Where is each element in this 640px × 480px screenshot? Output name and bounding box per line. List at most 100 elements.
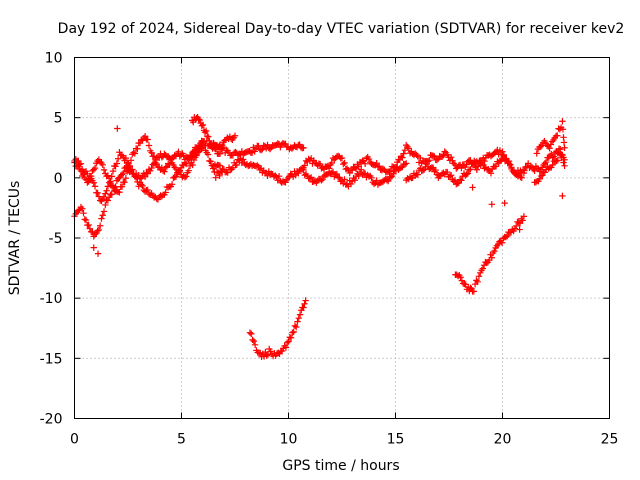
data-points (71, 113, 568, 360)
data-point (94, 189, 101, 197)
axes: 0 5 10 15 20 25 -20 -15 -10 -5 0 5 10 (40, 51, 619, 448)
data-point (95, 226, 103, 234)
data-point (166, 154, 173, 162)
x-tick-label: 5 (177, 432, 186, 448)
data-point (141, 133, 149, 140)
data-point (134, 145, 141, 152)
data-point (130, 149, 137, 156)
data-point (438, 153, 446, 160)
data-point (198, 122, 206, 129)
data-point (289, 329, 296, 336)
data-point (199, 138, 207, 145)
data-point (499, 148, 506, 155)
data-point (175, 148, 182, 155)
data-point (104, 197, 112, 204)
data-point (216, 162, 224, 169)
data-point (148, 149, 155, 156)
data-point (212, 174, 219, 181)
data-point (284, 339, 291, 346)
data-point (413, 151, 420, 159)
data-point (340, 160, 347, 168)
data-point (86, 225, 94, 232)
data-point (559, 126, 567, 133)
data-point (103, 187, 110, 194)
data-point (195, 115, 202, 123)
data-point (216, 172, 223, 180)
data-point (105, 179, 113, 186)
data-point (79, 205, 86, 212)
data-point (162, 164, 169, 171)
data-point (302, 297, 309, 304)
data-point (100, 208, 108, 215)
data-point (553, 157, 560, 165)
data-point (249, 336, 256, 343)
data-point (122, 154, 130, 162)
data-point (319, 175, 326, 183)
data-point (181, 159, 189, 167)
data-point (207, 158, 214, 165)
data-point (108, 191, 115, 198)
series-arc-7 (300, 160, 410, 190)
data-point (232, 148, 239, 156)
y-axis-label: SDTVAR / TECUs (7, 181, 23, 296)
data-point (76, 161, 83, 168)
data-point (254, 162, 261, 169)
data-point (557, 146, 564, 153)
data-point (549, 161, 556, 169)
data-point (300, 304, 307, 311)
data-point (109, 167, 117, 175)
data-point (554, 132, 561, 139)
data-point (561, 156, 568, 163)
data-point (255, 142, 262, 150)
data-point (114, 155, 122, 162)
data-point (318, 177, 325, 184)
data-point (98, 215, 105, 222)
data-point (361, 160, 369, 168)
y-tick-label: -15 (40, 351, 63, 367)
data-point (519, 217, 526, 224)
x-tick-label: 25 (601, 432, 619, 448)
data-point (505, 157, 513, 165)
data-point (376, 162, 383, 170)
data-point (414, 171, 421, 178)
data-point (144, 186, 151, 194)
data-point (441, 148, 448, 155)
data-point (251, 148, 258, 155)
series-arc-10 (452, 213, 528, 295)
data-point (122, 163, 130, 171)
data-point (516, 226, 523, 233)
data-point (507, 161, 514, 168)
data-point (458, 164, 465, 172)
data-point (100, 193, 108, 201)
data-point (162, 189, 169, 196)
data-point (198, 145, 205, 153)
data-point (447, 172, 455, 179)
gridlines (74, 57, 610, 419)
series-arc-3 (71, 143, 207, 205)
data-point (515, 219, 522, 226)
data-point (122, 174, 130, 182)
data-point (512, 222, 520, 230)
data-point (246, 329, 254, 336)
data-point (257, 146, 265, 154)
data-point (467, 284, 474, 292)
data-point (127, 167, 135, 174)
data-point (233, 161, 240, 169)
data-point (121, 179, 128, 186)
series-arc-9 (246, 297, 309, 360)
y-tick-label: 10 (45, 51, 63, 67)
data-point (463, 171, 470, 178)
data-point (275, 172, 283, 180)
data-point (306, 175, 314, 182)
data-point (100, 166, 108, 174)
data-point (285, 338, 292, 345)
data-point (99, 161, 106, 168)
data-point (107, 178, 114, 185)
data-point (537, 143, 544, 150)
data-point (469, 184, 476, 191)
data-point (90, 179, 97, 186)
data-point (127, 157, 135, 164)
y-tick-label: -5 (49, 231, 63, 247)
data-point (383, 176, 391, 184)
